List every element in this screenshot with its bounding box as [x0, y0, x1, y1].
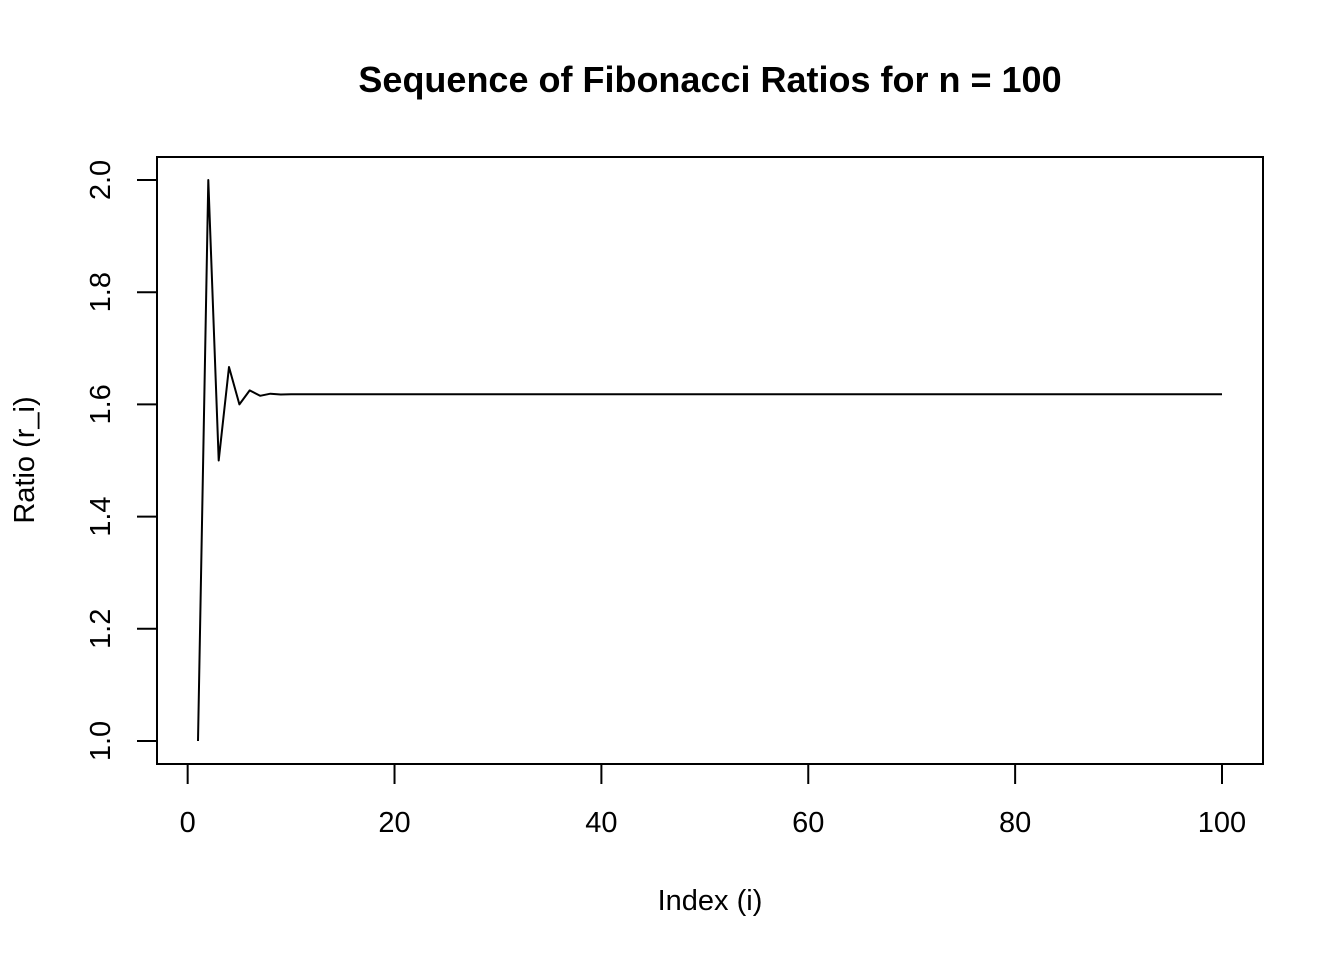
y-tick-label: 1.6: [85, 384, 117, 424]
series-line: [197, 179, 1222, 742]
x-axis: 0 20 40 60 80 100: [180, 763, 1246, 839]
x-axis-label: Index (i): [658, 885, 763, 917]
y-tick-label: 1.8: [85, 272, 117, 312]
y-tick-label: 1.2: [85, 609, 117, 649]
plot-frame: [156, 156, 1264, 765]
y-axis-label: Ratio (r_i): [9, 396, 41, 523]
chart-title: Sequence of Fibonacci Ratios for n = 100: [358, 59, 1061, 100]
y-tick-label: 2.0: [85, 160, 117, 200]
x-tick-label: 100: [1198, 807, 1246, 839]
x-tick-label: 40: [585, 807, 617, 839]
x-tick-label: 20: [378, 807, 410, 839]
x-tick-label: 60: [792, 807, 824, 839]
y-tick-label: 1.4: [85, 496, 117, 536]
x-tick-label: 0: [180, 807, 196, 839]
y-tick-label: 1.0: [85, 721, 117, 761]
y-axis: 1.0 1.2 1.4 1.6 1.8 2.0: [85, 160, 158, 761]
x-tick-label: 80: [999, 807, 1031, 839]
